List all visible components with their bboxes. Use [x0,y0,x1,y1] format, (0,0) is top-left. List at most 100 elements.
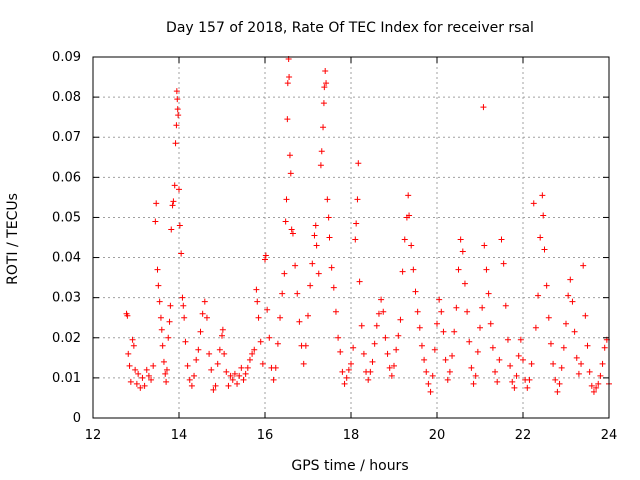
y-tick-label: 0.04 [52,251,81,266]
data-point [286,74,293,81]
data-point [279,290,286,297]
data-point [552,376,559,383]
data-point [240,376,247,383]
data-point [281,270,288,277]
data-point [586,368,593,375]
data-point [305,312,311,319]
data-point [515,352,522,359]
data-point [274,340,281,347]
data-point [162,370,169,377]
data-point [410,266,417,273]
data-point [511,384,518,391]
data-point [489,344,496,351]
data-point [325,214,332,221]
data-point [284,80,291,87]
data-point [201,298,208,305]
y-tick-label: 0.09 [52,50,81,65]
data-point [145,372,152,379]
data-point [219,326,226,333]
data-point [143,366,150,373]
data-point [124,312,131,319]
data-point [153,200,160,207]
y-tick-label: 0 [73,411,81,426]
data-point [309,260,316,267]
data-point [302,342,309,349]
data-point [371,340,378,347]
data-point [127,378,134,385]
x-tick-label: 18 [343,428,360,443]
data-point [284,116,291,123]
data-point [350,344,357,351]
data-point [180,302,187,309]
data-point [173,88,180,95]
x-axis-title: GPS time / hours [291,458,408,474]
data-point [318,148,325,155]
data-point [289,230,296,237]
data-point [345,366,352,373]
data-point [369,358,376,365]
axis-ticks: 12 14 16 18 20 22 24 0 0.01 0.02 0.03 0.04 0.05 0.06 0… [52,50,617,443]
data-point [234,380,241,387]
data-point [170,198,177,205]
data-point [158,326,165,333]
data-point [360,350,367,357]
data-point [174,106,181,113]
data-point [601,344,608,351]
data-point [135,370,142,377]
data-point [323,80,330,87]
data-point [167,302,174,309]
data-point [461,280,468,287]
data-point [573,354,580,361]
data-point [249,350,256,357]
data-point [353,220,360,227]
data-point [311,232,318,239]
data-point [397,316,404,323]
data-point [219,332,225,339]
x-tick-label: 12 [85,428,102,443]
data-point [451,328,458,335]
data-point [367,368,374,375]
data-point [307,282,314,289]
data-point [287,170,294,177]
y-tick-label: 0.05 [52,210,81,225]
data-point [444,376,451,383]
x-tick-label: 14 [171,428,188,443]
data-point [395,332,402,339]
data-point [382,334,389,341]
data-point [464,308,471,315]
data-point [520,356,526,363]
data-point [438,308,445,315]
data-point [174,96,181,103]
data-point [582,312,589,319]
data-point [321,84,328,91]
data-point [412,288,419,295]
data-point [537,234,544,241]
data-point [326,234,333,241]
data-point [125,350,132,357]
y-axis-title: ROTI / TECUs [5,193,21,285]
data-point [253,286,260,293]
data-point [214,360,221,367]
data-point [481,242,488,249]
data-point [227,372,234,379]
y-tick-label: 0.07 [52,130,81,145]
data-point [355,160,362,167]
data-point [255,314,262,321]
data-point [459,248,466,255]
data-point [597,372,604,379]
data-point [427,388,434,395]
data-point [528,360,535,367]
data-point [373,322,380,329]
data-point [539,192,546,199]
data-point [223,368,230,375]
data-point [440,328,447,335]
data-point [494,378,501,385]
data-point [169,202,176,209]
data-point [446,368,453,375]
data-point [575,370,582,377]
data-point [414,308,421,315]
data-point [504,336,511,343]
data-point [257,338,264,345]
data-point [320,100,327,107]
data-point [266,334,273,341]
